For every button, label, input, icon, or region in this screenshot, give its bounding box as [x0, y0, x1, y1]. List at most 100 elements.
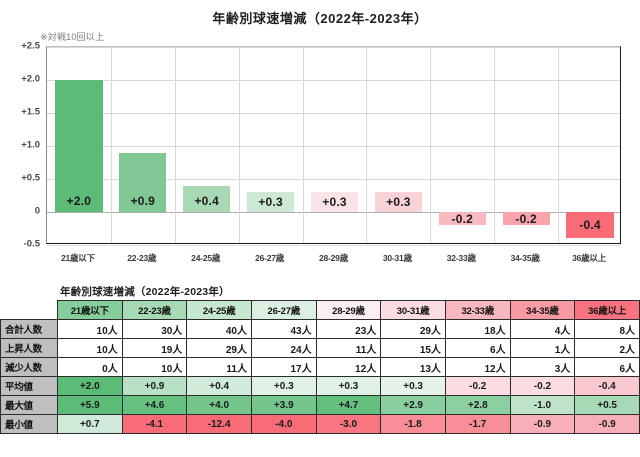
table-cell-r2-c5: 13人 — [380, 357, 446, 377]
table-cell-r5-c5: -1.8 — [380, 414, 446, 434]
table-row: 最大値 +5.9 +4.6 +4.0 +3.9 +4.7 +2.9 +2.8 -1.0 +0.5 — [0, 395, 640, 415]
x-tick-label-1: 22-23歳 — [127, 253, 157, 263]
table-cell-r1-c6: 6人 — [444, 338, 511, 358]
table-cell-r4-c5: +2.9 — [380, 395, 446, 415]
table-corner-cell — [1, 301, 58, 320]
gridline-x-7 — [494, 47, 496, 243]
gridline-y-5 — [47, 212, 620, 213]
table-cell-r2-c6: 12人 — [444, 357, 511, 377]
gridline-y-6 — [47, 245, 620, 246]
table-cell-r5-c7: -0.9 — [509, 414, 576, 434]
table-cell-r2-c1: 10人 — [121, 357, 188, 377]
bar-7[interactable]: -0.2 — [502, 211, 550, 226]
bar-3[interactable]: +0.3 — [246, 192, 295, 212]
bar-value-label-6: -0.2 — [451, 211, 473, 226]
gridline-x-2 — [174, 47, 176, 243]
bar-0[interactable]: +2.0 — [55, 80, 103, 212]
table-col-header-4: 28-29歳 — [315, 300, 382, 320]
y-tick-label-5: 0 — [34, 205, 40, 217]
bar-8[interactable]: -0.4 — [566, 212, 614, 239]
table-cell-r1-c3: 24人 — [250, 338, 317, 358]
table-col-header-8: 36歳以上 — [574, 300, 640, 320]
table-row-header-5: 最小値 — [0, 414, 58, 434]
x-tick-label-4: 28-29歳 — [318, 253, 348, 263]
bar-value-label-3: +0.3 — [258, 195, 283, 210]
bar-value-label-5: +0.3 — [386, 195, 411, 210]
x-tick-label-0: 21歳以下 — [60, 253, 95, 263]
table-cell-r1-c5: 15人 — [380, 338, 446, 358]
table-cell-r4-c3: +3.9 — [250, 395, 317, 415]
bar-6[interactable]: -0.2 — [438, 211, 486, 226]
table-cell-r0-c8: 8人 — [574, 319, 640, 339]
bar-1[interactable]: +0.9 — [119, 152, 167, 212]
table-cell-r0-c4: 23人 — [315, 319, 382, 339]
x-tick-label-8: 36歳以上 — [572, 253, 607, 263]
table-cell-r0-c2: 40人 — [186, 319, 252, 339]
table-cell-r3-c7: -0.2 — [509, 376, 576, 396]
table-cell-r3-c8: -0.4 — [574, 376, 640, 396]
table-row-header-4: 最大値 — [0, 395, 58, 415]
table-cell-r4-c6: +2.8 — [444, 395, 511, 415]
table-col-header-5: 30-31歳 — [380, 300, 446, 320]
table-cell-r3-c6: -0.2 — [444, 376, 511, 396]
table-row: 最小値 +0.7 -4.1 -12.4 -4.0 -3.0 -1.8 -1.7 -0.9 -0.9 — [0, 414, 640, 434]
gridline-y-4 — [47, 179, 620, 180]
table-cell-r2-c8: 6人 — [574, 357, 640, 377]
table-cell-r2-c0: 0人 — [57, 357, 123, 377]
table-cell-r3-c0: +2.0 — [57, 376, 123, 396]
table-cell-r2-c7: 3人 — [509, 357, 576, 377]
x-tick-label-6: 32-33歳 — [446, 253, 476, 263]
table-row-header-3: 平均値 — [0, 376, 58, 396]
table-row-header-1: 上昇人数 — [0, 338, 58, 358]
table-head: 21歳以下 22-23歳 24-25歳 26-27歳 28-29歳 30-31歳 32-33… — [1, 300, 640, 320]
table-col-header-0: 21歳以下 — [57, 300, 123, 320]
table-row-header-2: 減少人数 — [0, 357, 58, 377]
table-col-header-7: 34-35歳 — [509, 300, 576, 320]
plot-area: +2.0 +0.9 +0.4 +0.3 +0.3 +0.3 -0.2 -0.2 -0.4 — [46, 46, 621, 246]
table-row-header-0: 合計人数 — [0, 319, 58, 339]
gridline-x-4 — [302, 47, 304, 243]
chart-subtitle-note: ※対戦10回以上 — [40, 32, 105, 42]
bar-value-label-2: +0.4 — [194, 193, 219, 208]
table-cell-r0-c6: 18人 — [444, 319, 511, 339]
bar-4[interactable]: +0.3 — [310, 192, 359, 212]
summary-table: 21歳以下 22-23歳 24-25歳 26-27歳 28-29歳 30-31歳 32-33… — [0, 300, 640, 434]
table-cell-r1-c7: 1人 — [509, 338, 576, 358]
table-cell-r0-c3: 43人 — [250, 319, 317, 339]
y-tick-label-0: +2.5 — [21, 40, 40, 52]
table-row: 上昇人数 10人 19人 29人 24人 11人 15人 6人 1人 2人 — [0, 338, 640, 358]
x-tick-label-2: 24-25歳 — [191, 253, 221, 263]
table-cell-r2-c3: 17人 — [250, 357, 317, 377]
table-cell-r0-c7: 4人 — [509, 319, 576, 339]
table-cell-r3-c2: +0.4 — [186, 376, 252, 396]
bar-value-label-7: -0.2 — [515, 211, 537, 226]
table-cell-r1-c8: 2人 — [574, 338, 640, 358]
x-tick-label-5: 30-31歳 — [382, 253, 412, 263]
bar-value-label-8: -0.4 — [579, 218, 601, 233]
gridline-x-3 — [238, 47, 240, 243]
gridline-x-6 — [430, 47, 432, 243]
table-body: 合計人数 10人 30人 40人 43人 23人 29人 18人 4人 8人 上昇人数 10人 19人 2… — [0, 319, 640, 434]
table-cell-r0-c0: 10人 — [57, 319, 123, 339]
table-cell-r2-c4: 12人 — [315, 357, 382, 377]
gridline-x-1 — [110, 47, 112, 243]
gridline-y-3 — [47, 146, 620, 147]
table-col-header-1: 22-23歳 — [121, 300, 188, 320]
table-panel: 年齢別球速増減（2022年-2023年） 21歳以下 22-23歳 24-25歳 26… — [0, 282, 640, 457]
bar-5[interactable]: +0.3 — [374, 192, 423, 212]
y-tick-label-2: +1.5 — [21, 106, 40, 118]
chart-title: 年齢別球速増減（2022年-2023年） — [212, 11, 428, 26]
gridline-x-5 — [366, 47, 368, 243]
table-cell-r1-c0: 10人 — [57, 338, 123, 358]
table-cell-r1-c1: 19人 — [121, 338, 188, 358]
y-tick-label-6: -0.5 — [23, 238, 40, 250]
bar-2[interactable]: +0.4 — [183, 185, 231, 212]
bar-value-label-1: +0.9 — [130, 193, 156, 208]
table-cell-r5-c6: -1.7 — [444, 414, 511, 434]
bar-value-label-4: +0.3 — [322, 195, 347, 210]
table-title: 年齢別球速増減（2022年-2023年） — [60, 286, 230, 298]
table-cell-r4-c7: -1.0 — [509, 395, 576, 415]
table-cell-r5-c0: +0.7 — [57, 414, 123, 434]
gridline-y-1 — [47, 80, 620, 81]
table-row: 平均値 +2.0 +0.9 +0.4 +0.3 +0.3 +0.3 -0.2 -0.2 -0.4 — [0, 376, 640, 396]
